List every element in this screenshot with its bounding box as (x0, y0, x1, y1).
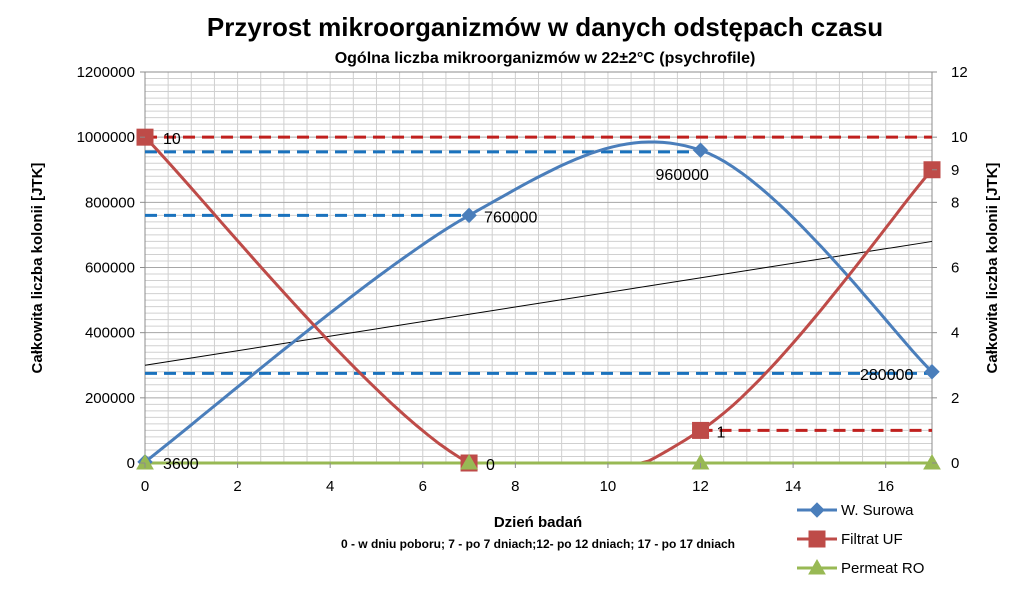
series-2-point-2 (691, 453, 710, 470)
y-left-tick-label: 200000 (85, 390, 135, 407)
y-right-tick-label: 6 (951, 260, 959, 277)
x-tick-label: 16 (877, 478, 894, 495)
y-left-tick-label: 0 (127, 455, 135, 472)
legend: W. Surowa Filtrat UF Permeat RO (797, 502, 924, 577)
y-left-tick-label: 800000 (85, 194, 135, 211)
x-axis-title: Dzień badań (494, 514, 582, 531)
trendline (144, 240, 933, 366)
y-left-axis-title: Całkowita liczba kolonii [JTK] (29, 163, 46, 374)
y-left-tick-label: 400000 (85, 325, 135, 342)
chart-subtitle: Ogólna liczba mikroorganizmów w 22±2°C (… (335, 50, 756, 67)
data-label: 280000 (860, 367, 913, 384)
reference-lines (145, 135, 932, 432)
legend-label-1: Filtrat UF (841, 531, 903, 548)
data-label: 10 (163, 131, 181, 148)
y-right-tick-label: 10 (951, 129, 968, 146)
legend-marker-1 (808, 530, 826, 548)
legend-marker-0 (809, 502, 825, 518)
x-tick-label: 4 (326, 478, 334, 495)
series-2-point-1 (460, 453, 478, 470)
series-markers (136, 128, 941, 472)
x-tick-label: 14 (785, 478, 802, 495)
y-left-tick-label: 600000 (85, 260, 135, 277)
series-2-point-3 (923, 453, 941, 470)
legend-label-0: W. Surowa (841, 502, 914, 519)
x-tick-label: 8 (511, 478, 519, 495)
y-right-axis-ticks: 0 2 4 6 8 10 12 9 (932, 64, 968, 472)
x-axis-note: 0 - w dniu poboru; 7 - po 7 dniach;12- p… (341, 537, 735, 551)
y-right-tick-label: 12 (951, 64, 968, 81)
data-label: 760000 (484, 209, 537, 226)
y-right-tick-label: 2 (951, 390, 959, 407)
trendline-line (144, 240, 933, 366)
series-lines (143, 136, 934, 465)
data-label: 1 (717, 424, 726, 441)
series-1-point-2 (692, 421, 710, 439)
data-labels: 3600 760000 960000 280000 10 0 1 (163, 131, 913, 474)
data-label: 3600 (163, 456, 199, 473)
y-right-tick-label: 4 (951, 325, 959, 342)
legend-marker-2 (808, 558, 826, 575)
y-right-tick-label: 0 (951, 455, 959, 472)
x-axis-ticks: 0 2 4 6 8 10 12 14 16 (141, 463, 894, 495)
x-tick-label: 6 (419, 478, 427, 495)
series-0-point-1 (461, 207, 477, 224)
chart-title: Przyrost mikroorganizmów w danych odstęp… (207, 12, 883, 42)
x-tick-label: 10 (600, 478, 617, 495)
y-left-tick-label: 1000000 (77, 129, 135, 146)
series-0-point-3 (924, 364, 940, 380)
grid (144, 71, 933, 464)
legend-label-2: Permeat RO (841, 560, 924, 577)
x-tick-label: 2 (233, 478, 241, 495)
y-left-axis-ticks: 0 200000 400000 600000 800000 1000000 1200000 (77, 64, 145, 472)
series-0-point-2 (692, 142, 709, 158)
data-label: 0 (486, 457, 495, 474)
data-label: 960000 (656, 167, 709, 184)
y-right-tick-label: 8 (951, 194, 959, 211)
x-tick-label: 12 (692, 478, 709, 495)
y-left-tick-label: 1200000 (77, 64, 135, 81)
y-right-axis-title: Całkowita liczba kolonii [JTK] (984, 163, 1001, 374)
series-2-point-0 (136, 453, 154, 470)
y-right-tick-label: 9 (951, 162, 959, 179)
x-tick-label: 0 (141, 478, 149, 495)
series-line-0 (144, 140, 934, 463)
